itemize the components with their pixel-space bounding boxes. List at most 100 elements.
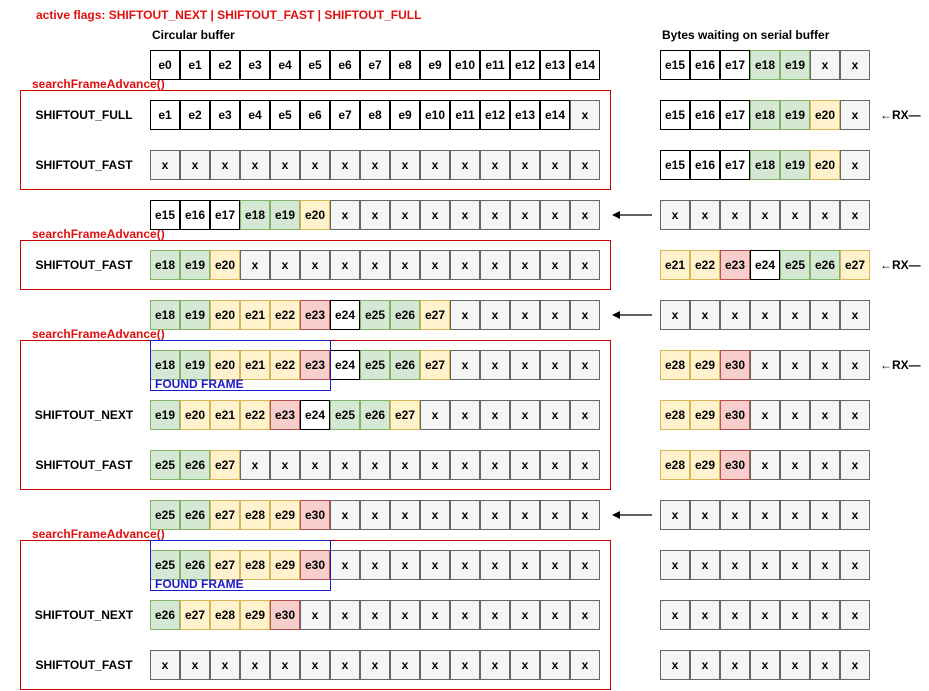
circular-buffer-cell: x [390,500,420,530]
serial-buffer-cell: x [780,300,810,330]
transfer-arrow [612,211,652,219]
serial-buffer-cell: e15 [660,150,690,180]
circular-buffer-cell: e2 [210,50,240,80]
serial-buffer-cell: x [810,500,840,530]
circular-buffer-cell: x [300,150,330,180]
circular-buffer-cell: x [330,650,360,680]
circular-buffer-cell: e20 [300,200,330,230]
circular-buffer-cell: x [480,400,510,430]
circular-buffer-cell: x [570,300,600,330]
serial-buffer-cell: x [810,450,840,480]
serial-buffer-cell: e19 [780,100,810,130]
circular-buffer-cell: e14 [540,100,570,130]
circular-buffer-cell: x [510,400,540,430]
circular-buffer-cell: e8 [390,50,420,80]
circular-buffer-cell: x [570,250,600,280]
serial-buffer-cell: e25 [780,250,810,280]
serial-buffer-cell: e29 [690,350,720,380]
circular-buffer-cell: x [330,150,360,180]
circular-buffer-cell: x [510,250,540,280]
circular-buffer-cell: x [510,500,540,530]
search-frame-advance-label: searchFrameAdvance() [32,327,165,341]
circular-buffer-cell: x [420,600,450,630]
circular-buffer-cell: x [300,650,330,680]
serial-buffer-cell: x [840,50,870,80]
circular-buffer-cell: e5 [300,50,330,80]
serial-buffer-cell: x [690,300,720,330]
circular-buffer-cell: x [480,650,510,680]
found-frame-label: FOUND FRAME [155,577,244,591]
circular-buffer-cell: x [420,200,450,230]
circular-buffer-cell: e24 [330,350,360,380]
serial-buffer-cell: e18 [750,100,780,130]
circular-buffer-cell: x [450,500,480,530]
serial-buffer-cell: e29 [690,400,720,430]
frame-advance-group [20,90,611,190]
circular-buffer-cell: e28 [240,500,270,530]
circular-buffer-cell: x [570,600,600,630]
circular-buffer-cell: x [450,200,480,230]
circular-buffer-cell: e13 [540,50,570,80]
serial-buffer-cell: e30 [720,450,750,480]
circular-buffer-cell: e27 [210,550,240,580]
circular-buffer-cell: e21 [240,300,270,330]
serial-buffer-cell: x [660,600,690,630]
serial-buffer-cell: x [810,550,840,580]
circular-buffer-cell: x [330,550,360,580]
serial-buffer-cell: x [780,450,810,480]
circular-buffer-cell: x [570,500,600,530]
serial-buffer-cell: x [690,600,720,630]
circular-buffer-cell: x [390,550,420,580]
circular-buffer-cell: x [360,600,390,630]
circular-buffer-cell: e10 [420,100,450,130]
circular-buffer-cell: x [360,550,390,580]
circular-buffer-header: Circular buffer [152,28,235,42]
circular-buffer-cell: x [570,100,600,130]
circular-buffer-cell: x [180,650,210,680]
serial-buffer-cell: x [750,650,780,680]
circular-buffer-cell: e23 [300,300,330,330]
circular-buffer-cell: e29 [270,500,300,530]
circular-buffer-cell: x [330,450,360,480]
circular-buffer-cell: e3 [240,50,270,80]
circular-buffer-cell: e28 [240,550,270,580]
circular-buffer-cell: x [390,150,420,180]
found-frame-box [150,540,331,591]
circular-buffer-cell: e5 [270,100,300,130]
circular-buffer-cell: x [270,650,300,680]
circular-buffer-cell: x [330,200,360,230]
circular-buffer-cell: e21 [210,400,240,430]
circular-buffer-cell: x [240,650,270,680]
serial-buffer-cell: e28 [660,400,690,430]
circular-buffer-cell: x [300,250,330,280]
serial-buffer-cell: x [660,550,690,580]
circular-buffer-cell: e27 [180,600,210,630]
serial-buffer-cell: x [750,200,780,230]
circular-buffer-cell: x [390,600,420,630]
circular-buffer-cell: e12 [480,100,510,130]
serial-buffer-cell: e16 [690,50,720,80]
circular-buffer-cell: x [240,250,270,280]
circular-buffer-cell: x [480,550,510,580]
circular-buffer-cell: e27 [210,500,240,530]
serial-buffer-cell: x [840,350,870,380]
circular-buffer-cell: x [510,650,540,680]
circular-buffer-cell: x [540,550,570,580]
serial-buffer-cell: x [690,550,720,580]
serial-buffer-cell: x [840,200,870,230]
circular-buffer-cell: x [510,550,540,580]
circular-buffer-cell: e12 [510,50,540,80]
serial-buffer-cell: x [660,200,690,230]
rx-marker: ←RX— [880,258,921,272]
circular-buffer-cell: x [540,450,570,480]
circular-buffer-cell: x [540,650,570,680]
circular-buffer-cell: x [540,200,570,230]
circular-buffer-cell: x [450,150,480,180]
serial-buffer-cell: e29 [690,450,720,480]
serial-buffer-cell: e17 [720,50,750,80]
circular-buffer-cell: e26 [150,600,180,630]
serial-buffer-cell: x [750,550,780,580]
circular-buffer-cell: x [150,150,180,180]
frame-advance-group [20,240,611,290]
circular-buffer-cell: x [360,150,390,180]
